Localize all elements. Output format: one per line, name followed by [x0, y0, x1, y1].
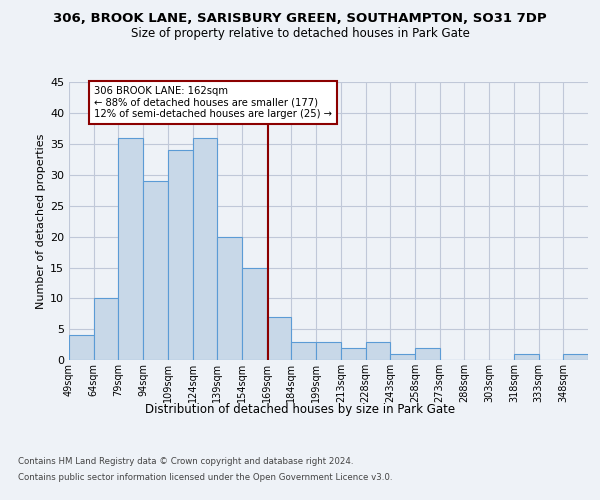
Bar [217, 236, 242, 360]
Bar [514, 354, 539, 360]
Text: 306 BROOK LANE: 162sqm
← 88% of detached houses are smaller (177)
12% of semi-de: 306 BROOK LANE: 162sqm ← 88% of detached… [94, 86, 332, 119]
Text: Contains HM Land Registry data © Crown copyright and database right 2024.: Contains HM Land Registry data © Crown c… [18, 458, 353, 466]
Text: Contains public sector information licensed under the Open Government Licence v3: Contains public sector information licen… [18, 472, 392, 482]
Bar [242, 268, 267, 360]
Bar [341, 348, 365, 360]
Bar [365, 342, 390, 360]
Bar [94, 298, 118, 360]
Y-axis label: Number of detached properties: Number of detached properties [36, 134, 46, 309]
Bar [316, 342, 341, 360]
Bar [143, 181, 168, 360]
Bar [415, 348, 440, 360]
Bar [193, 138, 217, 360]
Bar [168, 150, 193, 360]
Bar [267, 317, 292, 360]
Bar [390, 354, 415, 360]
Bar [118, 138, 143, 360]
Bar [292, 342, 316, 360]
Bar [563, 354, 588, 360]
Text: Size of property relative to detached houses in Park Gate: Size of property relative to detached ho… [131, 28, 469, 40]
Text: 306, BROOK LANE, SARISBURY GREEN, SOUTHAMPTON, SO31 7DP: 306, BROOK LANE, SARISBURY GREEN, SOUTHA… [53, 12, 547, 26]
Text: Distribution of detached houses by size in Park Gate: Distribution of detached houses by size … [145, 402, 455, 415]
Bar [69, 336, 94, 360]
